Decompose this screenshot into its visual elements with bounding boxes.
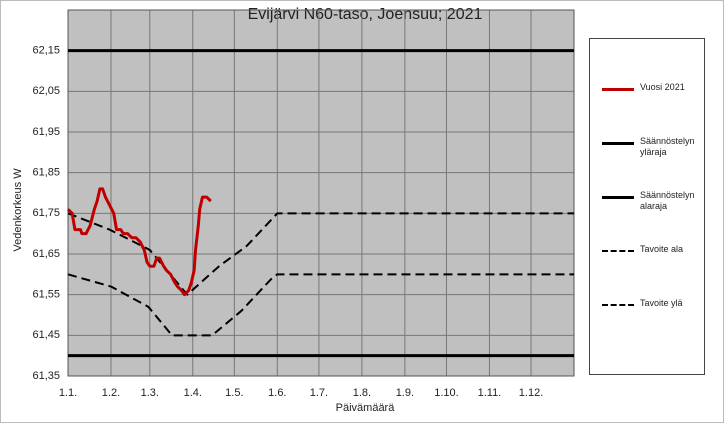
legend-item: Vuosi 2021 (590, 82, 704, 136)
x-tick-label: 1.2. (102, 387, 120, 399)
legend-item: Säännöstelyn alaraja (590, 190, 704, 244)
legend-swatch (602, 142, 634, 145)
y-tick-label: 61,35 (32, 370, 60, 382)
series-line (66, 187, 212, 297)
y-tick-label: 62,05 (32, 85, 60, 97)
y-tick-label: 61,95 (32, 126, 60, 138)
y-tick-label: 61,55 (32, 289, 60, 301)
y-tick-label: 61,65 (32, 248, 60, 260)
legend-swatch (602, 196, 634, 199)
x-tick-label: 1.7. (310, 387, 328, 399)
legend-label: Tavoite ala (640, 244, 684, 254)
series-line (67, 212, 574, 296)
chart-title: Evijärvi N60-taso, Joensuu; 2021 (248, 6, 483, 23)
legend-swatch (602, 304, 634, 306)
x-tick-label: 1.9. (396, 387, 414, 399)
legend-label: Säännöstelyn alaraja (640, 190, 695, 211)
series-line (67, 273, 574, 337)
y-tick-label: 61,45 (32, 329, 60, 341)
x-tick-label: 1.5. (225, 387, 243, 399)
x-axis-label: Päivämäärä (336, 402, 396, 414)
legend-item: Tavoite ala (590, 244, 704, 298)
x-tick-label: 1.12. (519, 387, 543, 399)
x-tick-label: 1.3. (141, 387, 159, 399)
x-tick-label: 1.8. (353, 387, 371, 399)
legend: Vuosi 2021 Säännöstelyn yläraja Säännöstel… (589, 38, 705, 375)
legend-label: Säännöstelyn yläraja (640, 136, 695, 157)
x-tick-label: 1.11. (478, 387, 502, 399)
legend-item: Tavoite ylä (590, 298, 704, 352)
plot-area (68, 10, 574, 376)
x-tick-label: 1.10. (434, 387, 458, 399)
y-tick-label: 61,75 (32, 207, 60, 219)
x-tick-label: 1.6. (268, 387, 286, 399)
x-tick-label: 1.1. (59, 387, 77, 399)
legend-label: Vuosi 2021 (640, 82, 685, 92)
legend-swatch (602, 88, 634, 91)
legend-label: Tavoite ylä (640, 298, 683, 308)
x-tick-label: 1.4. (184, 387, 202, 399)
legend-swatch (602, 250, 634, 252)
y-axis-label: Vedenkorkeus W (12, 168, 24, 252)
plot-border (67, 9, 575, 377)
y-tick-label: 62,15 (32, 45, 60, 57)
y-tick-label: 61,85 (32, 167, 60, 179)
legend-item: Säännöstelyn yläraja (590, 136, 704, 190)
